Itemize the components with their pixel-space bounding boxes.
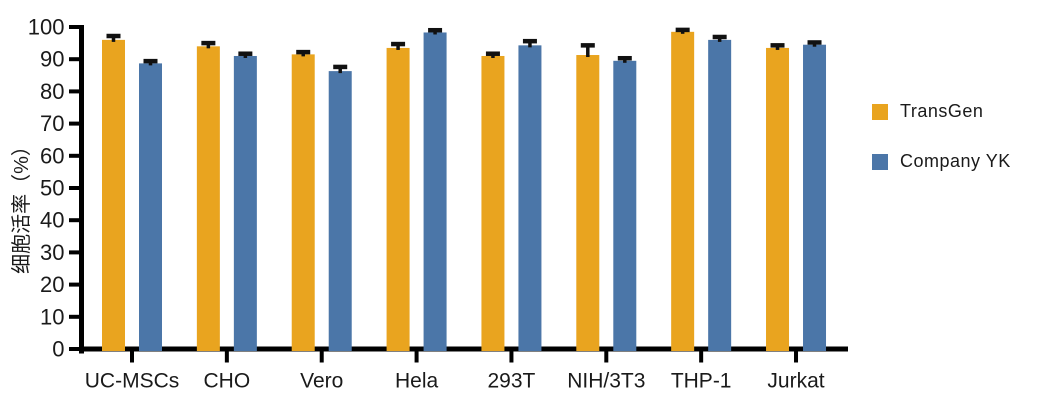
error-cap-company-yk-hela xyxy=(428,27,443,33)
bar-company-yk-jurkat xyxy=(803,44,827,352)
bar-company-yk-hela xyxy=(423,32,447,351)
y-tick-label-20: 20 xyxy=(40,272,64,297)
x-category-label-uc-mscs: UC-MSCs xyxy=(85,370,180,393)
error-stem-transgen-nih-3t3 xyxy=(586,45,590,58)
error-cap-transgen-jurkat xyxy=(770,43,785,48)
y-tick-label-10: 10 xyxy=(40,304,64,329)
y-tick-label-40: 40 xyxy=(40,208,64,233)
bar-transgen-thp-1 xyxy=(671,31,695,352)
error-cap-transgen-vero xyxy=(296,49,311,55)
error-cap-company-yk-cho xyxy=(238,51,253,56)
error-stem-company-yk-vero xyxy=(338,66,342,74)
bar-transgen-nih-3t3 xyxy=(576,55,600,351)
x-category-label-cho: CHO xyxy=(204,370,251,393)
x-tick-vero xyxy=(319,351,324,363)
error-stem-transgen-jurkat xyxy=(775,45,780,50)
y-tick-100 xyxy=(69,25,79,29)
error-cap-company-yk-uc-mscs xyxy=(143,58,158,64)
y-tick-label-90: 90 xyxy=(40,47,64,72)
y-tick-label-30: 30 xyxy=(40,240,64,265)
legend-item-transgen: TransGen xyxy=(872,101,1011,122)
bar-company-yk-nih-3t3 xyxy=(613,60,637,352)
x-category-label-hela: Hela xyxy=(395,370,439,393)
y-tick-0 xyxy=(69,347,79,351)
bar-transgen-uc-mscs xyxy=(102,39,125,351)
bar-company-yk-cho xyxy=(233,55,257,351)
y-tick-50 xyxy=(69,186,79,190)
x-tick-hela xyxy=(414,351,419,363)
error-cap-transgen-cho xyxy=(201,40,216,46)
y-tick-label-0: 0 xyxy=(52,337,64,362)
bar-transgen-cho xyxy=(196,46,220,351)
bar-transgen-hela xyxy=(386,47,410,352)
error-cap-company-yk-jurkat xyxy=(807,40,822,45)
x-tick-uc-mscs xyxy=(130,351,134,363)
error-stem-transgen-uc-mscs xyxy=(111,36,116,42)
error-stem-transgen-hela xyxy=(396,44,400,50)
y-tick-40 xyxy=(69,218,79,223)
error-cap-company-yk-nih-3t3 xyxy=(617,55,632,61)
bar-transgen-293t xyxy=(481,55,505,351)
bar-company-yk-vero xyxy=(328,71,352,351)
bar-company-yk-uc-mscs xyxy=(139,63,162,352)
x-tick-thp-1 xyxy=(699,351,704,363)
bar-company-yk-thp-1 xyxy=(708,39,732,351)
error-cap-company-yk-vero xyxy=(333,64,348,70)
y-tick-label-80: 80 xyxy=(40,79,64,104)
legend-label-transgen: TransGen xyxy=(900,101,984,121)
y-tick-80 xyxy=(69,89,79,94)
x-tick-jurkat xyxy=(794,351,799,363)
x-category-label-jurkat: Jurkat xyxy=(767,370,824,393)
x-tick-cho xyxy=(224,351,229,363)
y-tick-70 xyxy=(69,121,79,126)
error-stem-company-yk-293t xyxy=(528,41,532,48)
x-category-label-293t: 293T xyxy=(488,370,536,393)
error-cap-transgen-293t xyxy=(485,51,500,56)
x-axis-line xyxy=(79,346,848,352)
error-cap-company-yk-thp-1 xyxy=(712,34,727,40)
error-stem-transgen-cho xyxy=(206,43,211,49)
bar-transgen-vero xyxy=(291,54,315,352)
legend-swatch-company-yk xyxy=(872,153,888,170)
bar-transgen-jurkat xyxy=(766,47,790,352)
y-tick-90 xyxy=(69,57,79,62)
y-tick-label-50: 50 xyxy=(40,176,64,201)
x-tick-nih-3t3 xyxy=(604,351,609,363)
legend-item-company-yk: Company YK xyxy=(872,151,1011,172)
error-cap-transgen-nih-3t3 xyxy=(580,43,595,48)
legend: TransGen Company YK xyxy=(872,101,1011,201)
x-tick-293t xyxy=(509,351,514,363)
y-axis-line xyxy=(79,25,84,354)
y-tick-label-60: 60 xyxy=(40,143,64,168)
x-category-label-thp-1: THP-1 xyxy=(671,370,732,393)
x-category-label-vero: Vero xyxy=(300,370,343,393)
y-tick-label-100: 100 xyxy=(28,15,65,40)
bar-company-yk-293t xyxy=(518,45,542,351)
x-category-label-nih-3t3: NIH/3T3 xyxy=(567,370,645,393)
y-tick-30 xyxy=(69,250,79,255)
error-cap-company-yk-293t xyxy=(522,38,537,44)
error-stem-company-yk-thp-1 xyxy=(717,36,722,42)
y-tick-20 xyxy=(69,282,79,287)
y-tick-60 xyxy=(69,153,79,158)
legend-swatch-transgen xyxy=(872,103,888,120)
error-cap-transgen-hela xyxy=(391,41,406,47)
y-tick-10 xyxy=(69,314,79,319)
error-stem-company-yk-nih-3t3 xyxy=(623,58,627,63)
error-cap-transgen-uc-mscs xyxy=(106,33,121,39)
y-axis-title: 细胞活率（%） xyxy=(10,136,33,274)
error-cap-transgen-thp-1 xyxy=(675,27,690,33)
chart-canvas: 0 10 20 30 40 50 60 70 80 90 100 细胞活率（%） UC-MSCs CHO V… xyxy=(10,15,848,393)
y-tick-label-70: 70 xyxy=(40,111,64,136)
legend-label-company-yk: Company YK xyxy=(900,151,1011,171)
